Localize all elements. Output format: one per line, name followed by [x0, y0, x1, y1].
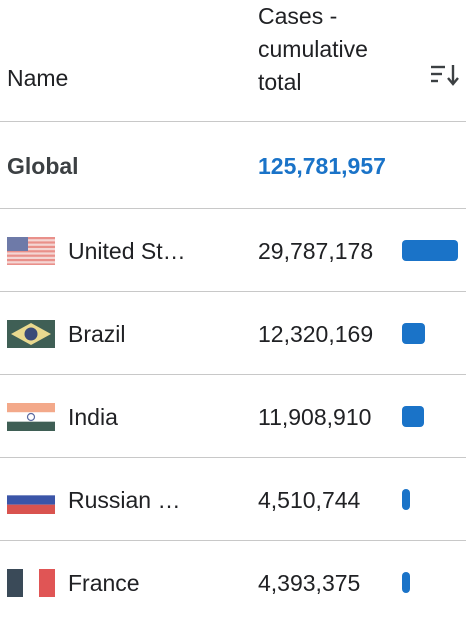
- country-name: Russian …: [68, 487, 181, 513]
- divider: [0, 121, 466, 122]
- divider: [0, 374, 466, 375]
- flag-united-states-icon: [7, 237, 55, 265]
- flag-india-icon: [7, 403, 55, 431]
- global-value: 125,781,957: [258, 153, 386, 179]
- global-row: Global 125,781,957: [0, 122, 466, 208]
- sort-descending-icon[interactable]: [429, 62, 461, 88]
- cases-table: Name Cases - cumulative total Global 125…: [0, 0, 466, 597]
- table-row[interactable]: India 11,908,910: [0, 375, 466, 457]
- table-row[interactable]: Brazil 12,320,169: [0, 292, 466, 374]
- global-label: Global: [7, 153, 79, 179]
- country-value: 12,320,169: [258, 321, 374, 347]
- divider: [0, 291, 466, 292]
- divider: [0, 457, 466, 458]
- cases-bar: [402, 240, 458, 261]
- country-name: India: [68, 404, 118, 430]
- column-header-cases-line3: total: [258, 69, 302, 95]
- country-value: 4,393,375: [258, 570, 361, 596]
- table-row[interactable]: France 4,393,375: [0, 541, 466, 623]
- country-value: 29,787,178: [258, 238, 374, 264]
- flag-france-icon: [7, 569, 55, 597]
- column-header-cases-line1: Cases -: [258, 3, 338, 29]
- country-name: United St…: [68, 238, 186, 264]
- country-name: Brazil: [68, 321, 126, 347]
- cases-bar: [402, 572, 410, 593]
- column-header-cases[interactable]: Cases - cumulative total: [258, 0, 408, 99]
- cases-bar: [402, 489, 410, 510]
- flag-russia-icon: [7, 486, 55, 514]
- table-header: Name Cases - cumulative total: [0, 0, 466, 121]
- table-row[interactable]: Russian … 4,510,744: [0, 458, 466, 540]
- divider: [0, 208, 466, 209]
- table-row[interactable]: United St… 29,787,178: [0, 209, 466, 291]
- country-value: 4,510,744: [258, 487, 361, 513]
- divider: [0, 540, 466, 541]
- cases-bar: [402, 406, 424, 427]
- flag-brazil-icon: [7, 320, 55, 348]
- column-header-name[interactable]: Name: [7, 65, 69, 91]
- country-value: 11,908,910: [258, 404, 372, 430]
- column-header-cases-line2: cumulative: [258, 36, 368, 62]
- cases-bar: [402, 323, 425, 344]
- country-name: France: [68, 570, 140, 596]
